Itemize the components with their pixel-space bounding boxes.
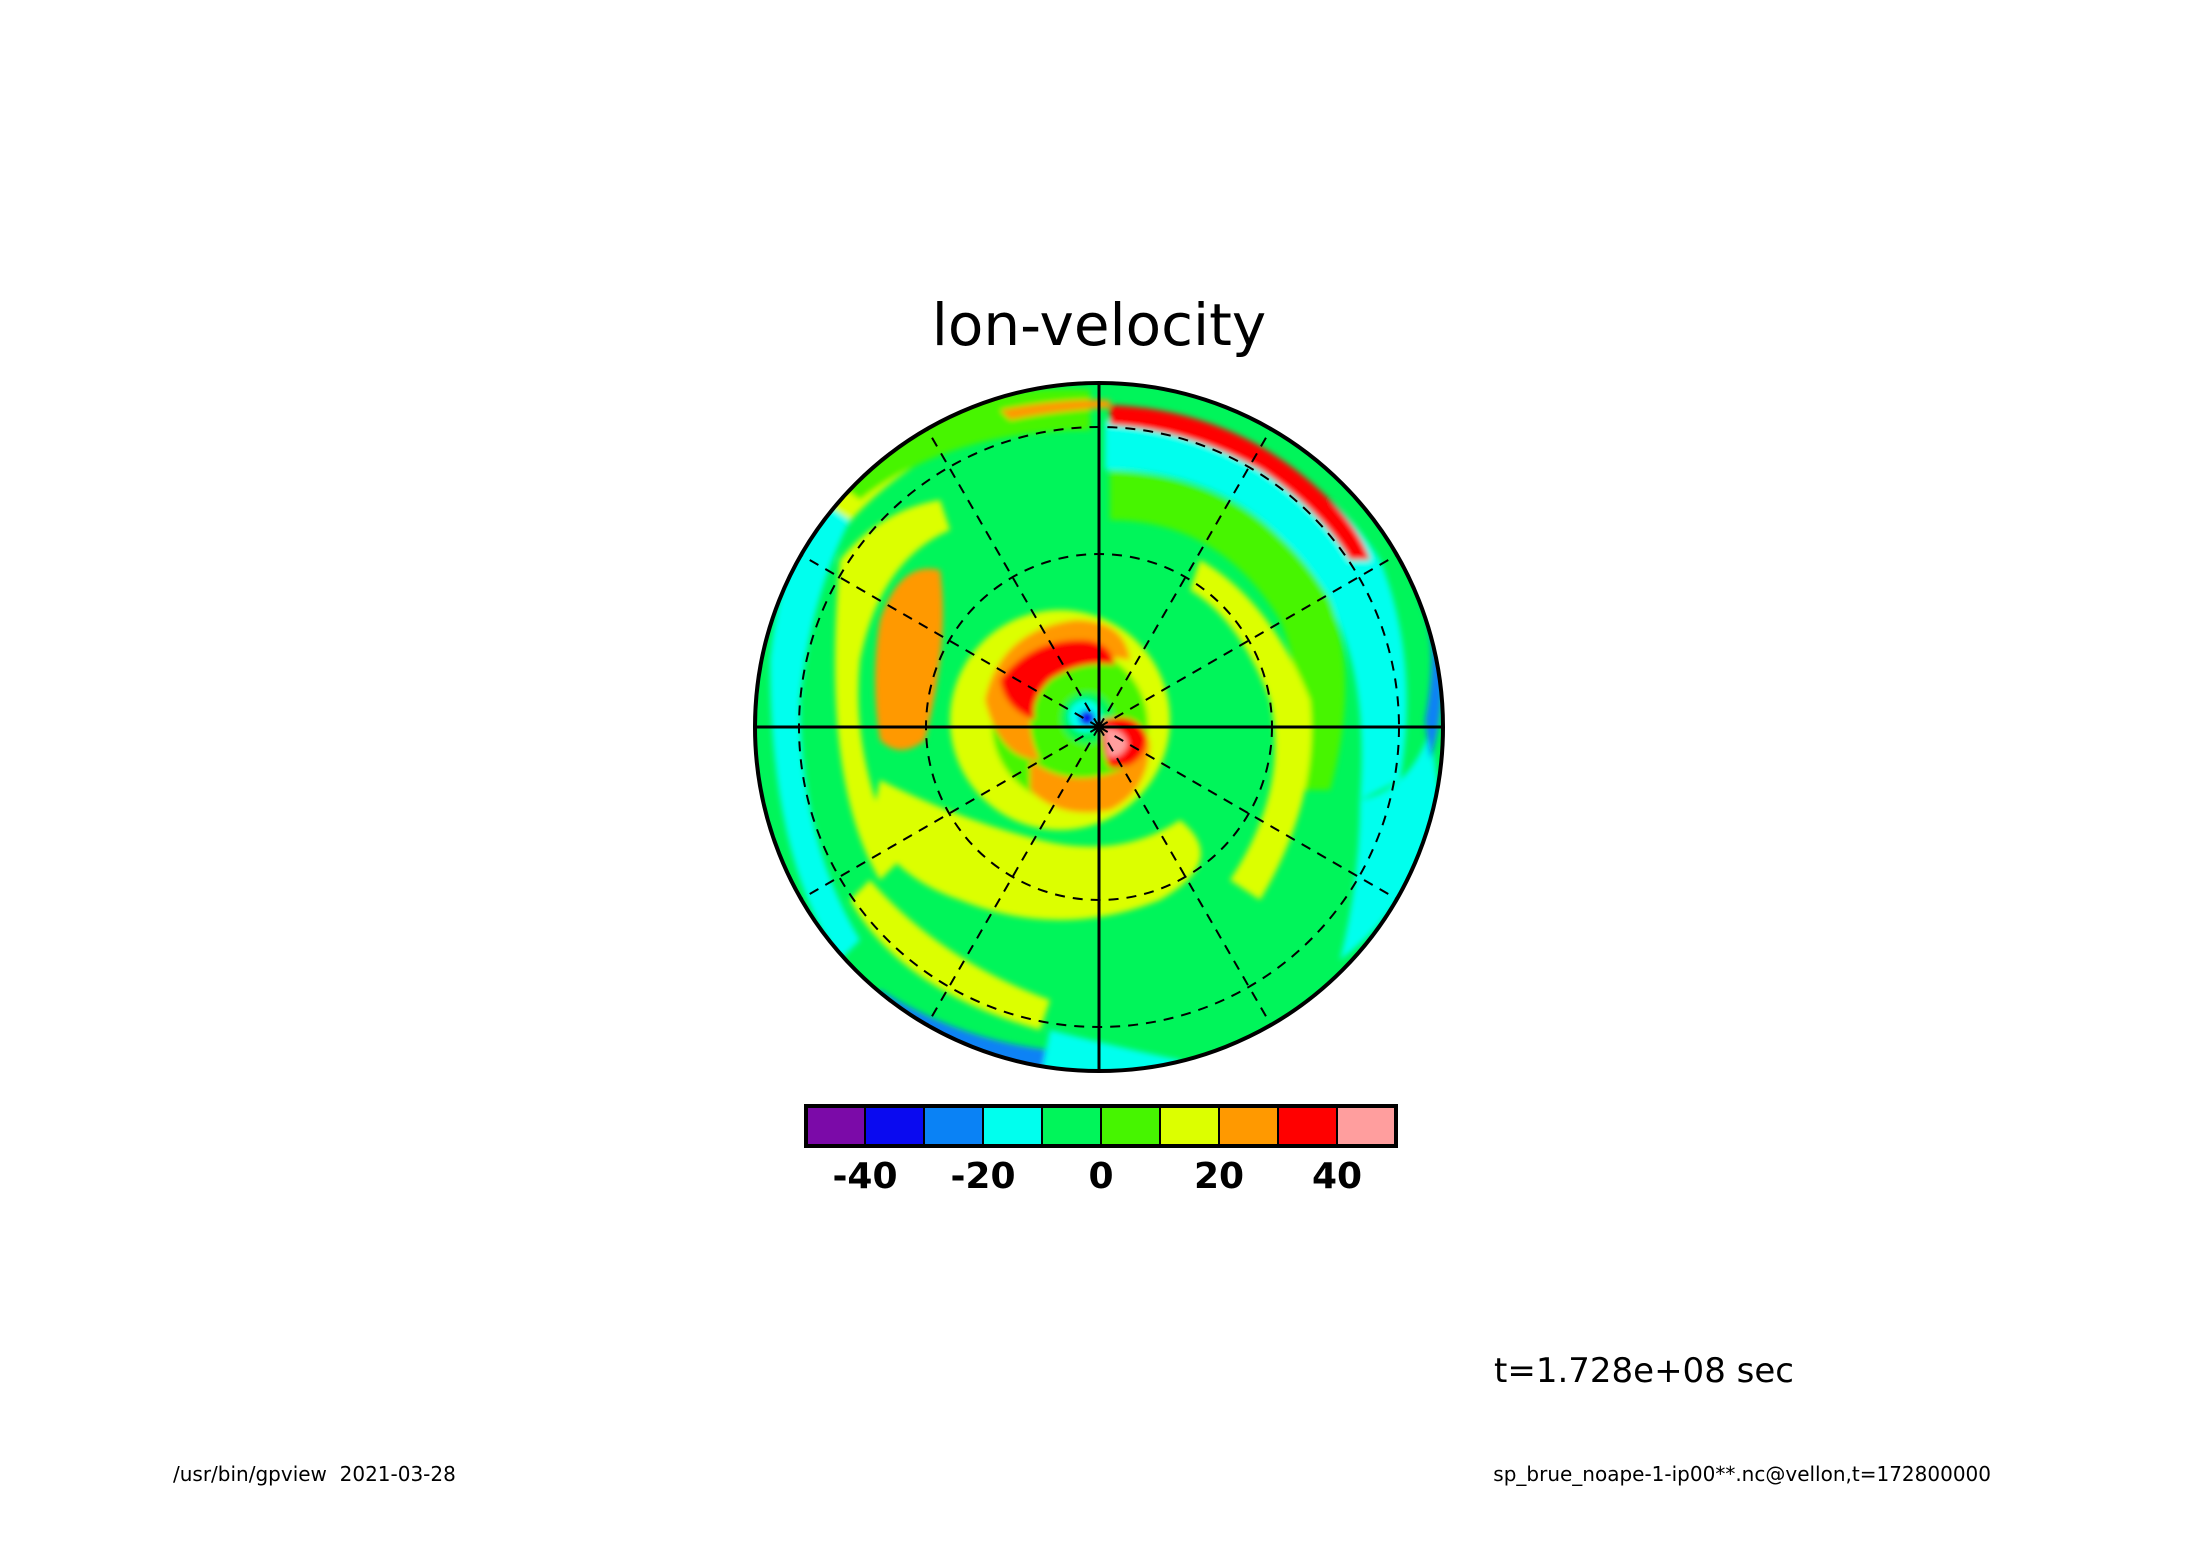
band-yellow-lower-left <box>850 880 1050 1030</box>
colorbar-ticks: -40 -20 0 20 40 <box>832 1156 1362 1197</box>
meridian-60 <box>1098 554 1398 728</box>
meridian-300 <box>800 554 1100 728</box>
colorbar-tick-label: 40 <box>1312 1156 1362 1197</box>
band-cyan-left <box>770 500 860 960</box>
crescent-red <box>1000 640 1115 720</box>
colorbar-tick-label: -40 <box>832 1156 897 1197</box>
colorbar-swatch-5 <box>1100 1105 1161 1147</box>
meridian-210 <box>926 726 1100 1026</box>
band-yellow-lower <box>870 780 1201 920</box>
colorbar-tick-label: 20 <box>1194 1156 1244 1197</box>
colorbar-swatch-8 <box>1277 1105 1338 1147</box>
band-green-right <box>1110 470 1345 790</box>
colorbar-swatch-7 <box>1218 1105 1279 1147</box>
chart-title: lon-velocity <box>932 291 1266 359</box>
meridian-330 <box>926 428 1100 728</box>
colorbar-swatch-0 <box>805 1105 866 1147</box>
spot-pink-pole <box>1104 728 1128 757</box>
meridian-150 <box>1098 726 1272 1026</box>
meridians-dashed <box>800 428 1398 1026</box>
arc-orange-top-right <box>1000 399 1110 420</box>
disc-border <box>753 381 1445 1073</box>
band-yellow-left <box>835 500 950 880</box>
time-label: t=1.728e+08 sec <box>1494 1351 1794 1391</box>
colorbar-swatch-3 <box>982 1105 1043 1147</box>
colorbar-swatch-6 <box>1159 1105 1220 1147</box>
band-yellow-right <box>1190 560 1312 900</box>
footer-left: /usr/bin/gpview 2021-03-28 <box>173 1462 456 1486</box>
band-cyan-right-lower <box>1340 730 1440 960</box>
footer-right: sp_brue_noape-1-ip00**.nc@vellon,t=17280… <box>1493 1462 1991 1486</box>
colorbar-swatch-2 <box>923 1105 984 1147</box>
meridian-240 <box>800 726 1100 900</box>
blob-orange-left <box>875 568 943 750</box>
colorbar-swatch-1 <box>864 1105 925 1147</box>
colorbar-frame <box>804 1104 1398 1148</box>
meridian-120 <box>1098 726 1398 900</box>
meridian-30 <box>1098 428 1272 728</box>
colorbar-swatch-9 <box>1336 1105 1397 1147</box>
colorbar-tick-label: -20 <box>950 1156 1015 1197</box>
colorbar-swatch-4 <box>1041 1105 1102 1147</box>
colorbar <box>804 1104 1398 1148</box>
arc-red-top-right <box>1110 405 1370 560</box>
colorbar-tick-label: 0 <box>1088 1156 1113 1197</box>
graticule <box>755 383 1443 1071</box>
